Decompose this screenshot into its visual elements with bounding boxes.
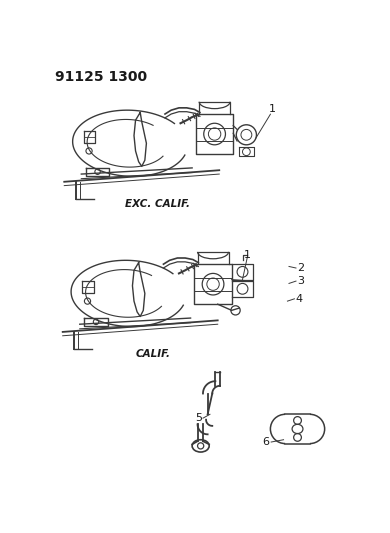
Text: EXC. CALIF.: EXC. CALIF. <box>125 199 190 209</box>
Text: 4: 4 <box>295 294 302 304</box>
Text: 3: 3 <box>297 276 304 286</box>
Text: 1: 1 <box>244 250 251 260</box>
Text: 5: 5 <box>195 413 202 423</box>
Text: 6: 6 <box>262 437 269 447</box>
Text: 1: 1 <box>268 103 275 114</box>
Text: CALIF.: CALIF. <box>136 349 171 359</box>
Text: 91125 1300: 91125 1300 <box>55 70 147 84</box>
Text: 2: 2 <box>297 263 304 273</box>
